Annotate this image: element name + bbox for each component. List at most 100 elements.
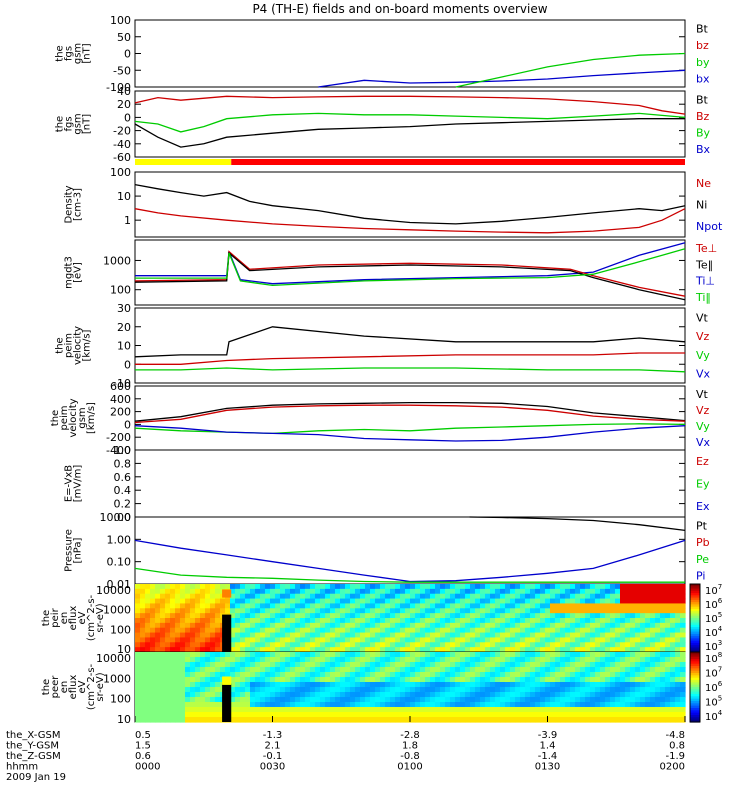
heatmap-cell-electron-spectrogram <box>375 682 381 688</box>
heatmap-cell-ion-spectrogram <box>325 618 331 624</box>
heatmap-cell-electron-spectrogram <box>600 682 606 688</box>
heatmap-cell-electron-spectrogram <box>630 712 636 718</box>
heatmap-cell-ion-spectrogram <box>385 627 391 634</box>
colorbar-label-electron-spectrogram: 108 <box>705 651 722 665</box>
heatmap-cell-electron-spectrogram <box>145 667 151 673</box>
heatmap-cell-ion-spectrogram <box>650 622 656 629</box>
heatmap-cell-electron-spectrogram <box>255 717 261 723</box>
heatmap-cell-electron-spectrogram <box>205 662 211 668</box>
heatmap-cell-ion-spectrogram <box>450 647 456 653</box>
heatmap-cell-ion-spectrogram <box>630 598 636 605</box>
heatmap-cell-ion-spectrogram <box>260 642 266 648</box>
heatmap-cell-electron-spectrogram <box>305 687 311 693</box>
heatmap-cell-ion-spectrogram <box>490 637 496 643</box>
heatmap-cell-ion-spectrogram <box>185 608 191 614</box>
heatmap-cell-ion-spectrogram <box>540 622 546 629</box>
heatmap-cell-electron-spectrogram <box>405 717 411 723</box>
heatmap-cell-electron-spectrogram <box>420 717 426 723</box>
heatmap-cell-electron-spectrogram <box>145 692 151 698</box>
heatmap-cell-electron-spectrogram <box>535 692 541 698</box>
heatmap-cell-electron-spectrogram <box>475 687 481 693</box>
heatmap-cell-ion-spectrogram <box>320 588 326 595</box>
heatmap-cell-ion-spectrogram <box>605 618 611 624</box>
heatmap-cell-electron-spectrogram <box>360 662 366 668</box>
heatmap-cell-ion-spectrogram <box>560 642 566 648</box>
colorbar-cell-electron-spectrogram <box>690 717 700 721</box>
heatmap-cell-ion-spectrogram <box>135 647 141 653</box>
heatmap-cell-ion-spectrogram <box>170 588 176 595</box>
heatmap-cell-electron-spectrogram <box>185 662 191 668</box>
heatmap-cell-ion-spectrogram <box>480 637 486 643</box>
heatmap-cell-electron-spectrogram <box>480 707 486 713</box>
heatmap-cell-ion-spectrogram <box>555 647 561 653</box>
heatmap-cell-ion-spectrogram <box>205 593 211 600</box>
heatmap-cell-ion-spectrogram <box>170 603 176 609</box>
heatmap-cell-electron-spectrogram <box>440 712 446 718</box>
heatmap-cell-electron-spectrogram <box>350 697 356 703</box>
heatmap-cell-electron-spectrogram <box>455 662 461 668</box>
heatmap-cell-electron-spectrogram <box>405 677 411 683</box>
heatmap-cell-electron-spectrogram <box>605 707 611 713</box>
heatmap-cell-ion-spectrogram <box>155 618 161 624</box>
heatmap-cell-electron-spectrogram <box>445 672 451 678</box>
heatmap-cell-electron-spectrogram <box>540 662 546 668</box>
heatmap-cell-electron-spectrogram <box>310 667 316 673</box>
heatmap-cell-ion-spectrogram <box>250 588 256 595</box>
heatmap-cell-ion-spectrogram <box>245 593 251 600</box>
heatmap-cell-electron-spectrogram <box>220 672 226 678</box>
heatmap-cell-electron-spectrogram <box>470 662 476 668</box>
heatmap-cell-electron-spectrogram <box>595 697 601 703</box>
heatmap-cell-electron-spectrogram <box>405 657 411 663</box>
heatmap-cell-electron-spectrogram <box>360 682 366 688</box>
heatmap-cell-electron-spectrogram <box>325 712 331 718</box>
legend-Bz: Bz <box>696 110 710 123</box>
x-row-label-hhmm: hhmm <box>6 762 38 773</box>
heatmap-cell-ion-spectrogram <box>405 593 411 600</box>
heatmap-cell-electron-spectrogram <box>375 692 381 698</box>
heatmap-cell-ion-spectrogram <box>600 613 606 619</box>
heatmap-cell-electron-spectrogram <box>545 707 551 713</box>
heatmap-cell-electron-spectrogram <box>615 657 621 663</box>
heatmap-cell-electron-spectrogram <box>410 657 416 663</box>
heatmap-cell-ion-spectrogram <box>445 598 451 605</box>
heatmap-cell-electron-spectrogram <box>430 702 436 708</box>
y-tick-label-velocity-gsm: 400 <box>110 393 131 406</box>
heatmap-cell-ion-spectrogram <box>580 618 586 624</box>
colorbar-exponent-ion-spectrogram: 3 <box>718 639 722 647</box>
heatmap-cell-ion-spectrogram <box>360 637 366 643</box>
heatmap-cell-ion-spectrogram <box>280 622 286 629</box>
colorbar-cell-ion-spectrogram <box>690 613 700 617</box>
heatmap-cell-electron-spectrogram <box>255 712 261 718</box>
heatmap-cell-electron-spectrogram <box>270 672 276 678</box>
heatmap-cell-ion-spectrogram <box>325 637 331 643</box>
heatmap-cell-ion-spectrogram <box>295 613 301 619</box>
heatmap-cell-ion-spectrogram <box>290 647 296 653</box>
heatmap-cell-ion-spectrogram <box>420 598 426 605</box>
heatmap-cell-electron-spectrogram <box>650 702 656 708</box>
heatmap-cell-ion-spectrogram <box>545 618 551 624</box>
heatmap-cell-ion-spectrogram <box>320 622 326 629</box>
heatmap-cell-electron-spectrogram <box>425 677 431 683</box>
heatmap-cell-ion-spectrogram <box>660 613 666 619</box>
heatmap-cell-electron-spectrogram <box>670 652 676 658</box>
heatmap-cell-electron-spectrogram <box>360 702 366 708</box>
heatmap-cell-ion-spectrogram <box>380 642 386 648</box>
heatmap-cell-ion-spectrogram <box>255 593 261 600</box>
heatmap-cell-electron-spectrogram <box>630 657 636 663</box>
heatmap-cell-electron-spectrogram <box>215 712 221 718</box>
x-row-value-hhmm: 0030 <box>260 762 285 773</box>
heatmap-cell-electron-spectrogram <box>235 707 241 713</box>
heatmap-cell-electron-spectrogram <box>355 687 361 693</box>
heatmap-cell-ion-spectrogram <box>155 642 161 648</box>
heatmap-cell-electron-spectrogram <box>585 672 591 678</box>
heatmap-cell-electron-spectrogram <box>665 692 671 698</box>
y-axis-label-fgs: gsm <box>73 43 84 64</box>
heatmap-cell-ion-spectrogram <box>615 593 621 600</box>
heatmap-cell-ion-spectrogram <box>490 642 496 648</box>
heatmap-cell-ion-spectrogram <box>480 647 486 653</box>
heatmap-cell-ion-spectrogram <box>235 588 241 595</box>
heatmap-cell-electron-spectrogram <box>455 657 461 663</box>
heatmap-cell-ion-spectrogram <box>380 598 386 605</box>
heatmap-cell-ion-spectrogram <box>465 632 471 639</box>
heatmap-cell-electron-spectrogram <box>595 702 601 708</box>
